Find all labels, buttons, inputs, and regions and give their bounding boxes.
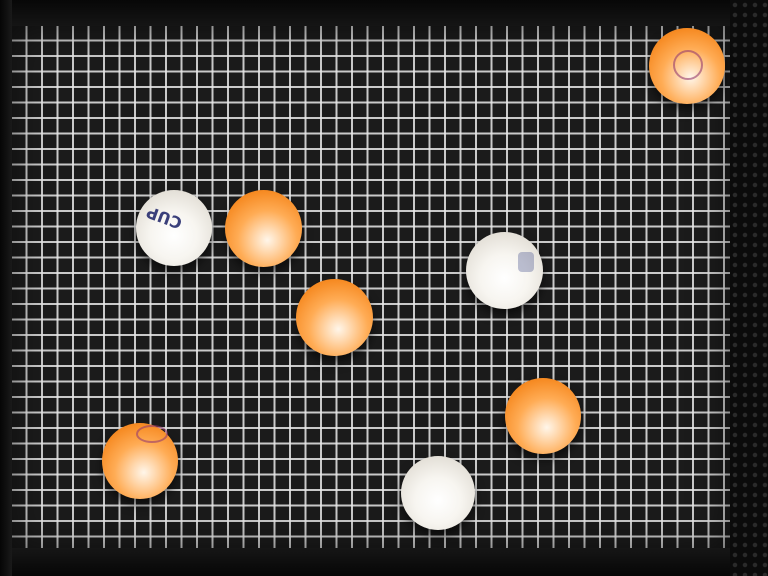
orange-ball-bottom-left — [102, 423, 178, 499]
white-ball-bottom-center — [401, 456, 475, 530]
orange-ball-top-right — [649, 28, 725, 104]
frame-top-edge — [0, 0, 768, 26]
frame-right-edge — [730, 0, 768, 576]
white-ball-center-right — [466, 232, 543, 309]
frame-left-edge — [0, 0, 12, 576]
ball-logo-text: CUP — [143, 202, 185, 233]
frame-bottom-edge — [0, 548, 768, 576]
orange-ball-right — [505, 378, 581, 454]
ball-logo-mark — [518, 252, 534, 272]
orange-ball-upper-left — [225, 190, 302, 267]
orange-ball-center — [296, 279, 373, 356]
white-ball-cup-logo: CUP — [136, 190, 212, 266]
ball-stamp-mark — [136, 425, 168, 443]
ball-stamp-mark — [673, 50, 703, 80]
